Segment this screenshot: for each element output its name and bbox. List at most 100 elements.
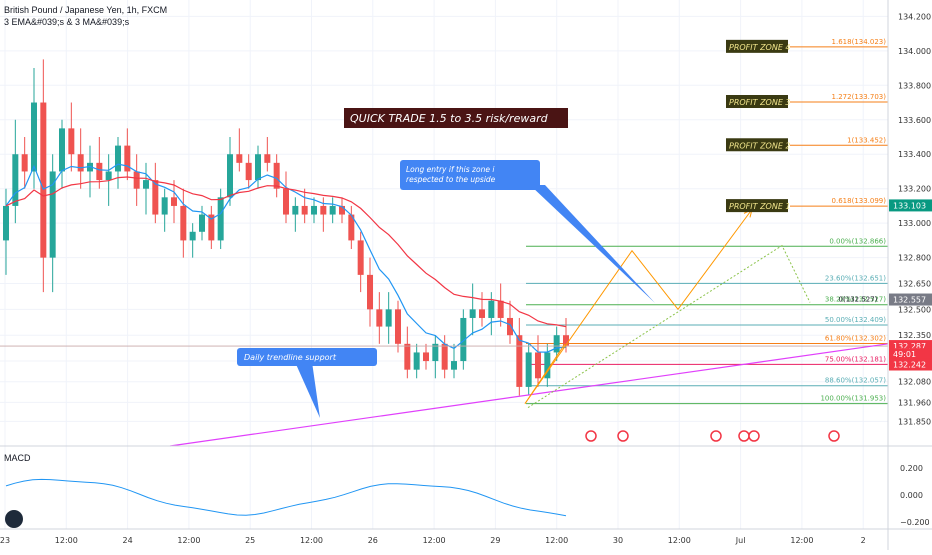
- economic-event-marker: [748, 430, 760, 442]
- candle-body: [497, 300, 504, 318]
- candle-body: [189, 231, 196, 241]
- y-tick-label: 133.400: [898, 150, 931, 159]
- x-tick-label: 12:00: [423, 536, 446, 545]
- callout-entry-box: [400, 160, 540, 190]
- price-tag: [889, 358, 932, 371]
- x-tick-label: 12:00: [55, 536, 78, 545]
- fib-level-label: 88.60%(132.057): [825, 377, 886, 385]
- grid: [0, 0, 888, 529]
- fib-level-label: 38.20%(132.527): [825, 296, 886, 304]
- fib-ext-label: 1(133.452): [847, 136, 886, 144]
- callout-entry-text-1: Long entry if this zone i: [406, 165, 495, 174]
- price-tag-label: 49:01: [893, 350, 916, 359]
- profit-zone-box: [726, 138, 788, 152]
- x-tick-label: 12:00: [300, 536, 323, 545]
- y-tick-label: 131.960: [898, 398, 931, 407]
- x-tick-label: 30: [613, 536, 623, 545]
- candle-body: [77, 154, 84, 172]
- economic-event-marker: [617, 430, 629, 442]
- profit-zone-label: PROFIT ZONE 3: [729, 98, 791, 107]
- ema-slow-line: [5, 176, 567, 328]
- candle-body: [124, 145, 131, 172]
- candle-body: [432, 343, 439, 362]
- x-tick-label: 12:00: [668, 536, 691, 545]
- y-tick-label: 132.800: [898, 254, 931, 263]
- candles: [3, 59, 569, 396]
- candle-body: [21, 154, 28, 172]
- candle-body: [12, 154, 19, 206]
- fib-ext-label: 1.272(133.703): [832, 93, 887, 101]
- y-tick-label: 133.800: [898, 81, 931, 90]
- price-tag: [889, 293, 932, 306]
- candle-body: [227, 154, 233, 198]
- annotations[interactable]: PROFIT ZONE 4 PROFIT ZONE 3 PROFIT ZONE 2 P…: [237, 39, 791, 418]
- candle-body: [525, 352, 532, 387]
- macd-pane: 0.200 0.000 −0.200: [5, 464, 930, 528]
- candle-body: [348, 214, 355, 241]
- profit-zone-box: [726, 95, 788, 109]
- y-tick-label: 133.600: [898, 116, 931, 125]
- candle-body: [152, 180, 159, 215]
- candle-body: [357, 240, 364, 275]
- y-tick-label: 132.500: [898, 305, 931, 314]
- x-tick-label: 26: [368, 536, 378, 545]
- y-tick-label: 132.650: [898, 279, 931, 288]
- economic-event-marker: [828, 430, 840, 442]
- price-tag: [889, 199, 932, 212]
- candle-body: [339, 205, 345, 215]
- economic-event-marker: [738, 430, 750, 442]
- candle-body: [376, 309, 383, 327]
- x-tick-label: 29: [490, 536, 500, 545]
- candle-body: [87, 162, 93, 172]
- candle-body: [469, 309, 476, 318]
- candle-body: [385, 309, 392, 327]
- candle-body: [180, 205, 187, 241]
- candle-body: [441, 343, 448, 370]
- fib-extension[interactable]: 1.618(134.023) 1.272(133.703) 1(133.452) 0.…: [790, 38, 888, 207]
- price-tag-label: 132.242: [893, 361, 926, 370]
- callout-trend-text: Daily trendline support: [244, 353, 337, 362]
- fib-retracement[interactable]: 0.00%(132.866) 23.60%(132.651) 38.20%(132.…: [526, 237, 888, 405]
- candle-body: [301, 205, 308, 215]
- candle-body: [563, 335, 569, 346]
- y-tick-label: 132.350: [898, 331, 931, 340]
- candle-body: [395, 309, 401, 344]
- price-tag-label: 133.103: [893, 201, 926, 210]
- fib-level-label: 61.80%(132.302): [825, 334, 886, 342]
- candle-body: [413, 352, 420, 370]
- candle-body: [40, 102, 47, 258]
- candle-body: [115, 145, 121, 172]
- symbol-title: British Pound / Japanese Yen, 1h, FXCM: [4, 5, 168, 15]
- candle-body: [255, 154, 261, 181]
- economic-event-marker: [585, 430, 597, 442]
- macd-tick-label: 0.200: [900, 464, 923, 473]
- y-tick-label: 132.080: [898, 378, 931, 387]
- candle-body: [236, 154, 243, 163]
- macd-tick-label: −0.200: [900, 518, 930, 527]
- fib-level-label: 0.00%(132.866): [829, 237, 886, 245]
- candle-body: [199, 214, 205, 232]
- candle-body: [273, 162, 280, 189]
- candle-body: [208, 214, 215, 241]
- candle-body: [217, 197, 224, 241]
- candle-body: [311, 205, 317, 215]
- price-tag: [889, 348, 932, 361]
- candle-body: [423, 352, 429, 362]
- profit-zone-label: PROFIT ZONE 2: [729, 141, 791, 150]
- event-markers[interactable]: [585, 430, 840, 442]
- indicators-legend: 3 EMA&#039;s & 3 MA&#039;s: [4, 17, 130, 27]
- x-tick-label: 12:00: [545, 536, 568, 545]
- drawings[interactable]: [0, 208, 889, 447]
- fib-ext-label: 1.618(134.023): [832, 38, 887, 46]
- candle-body: [161, 197, 168, 215]
- candle-body: [245, 162, 252, 181]
- fib-ext-label: 0.618(133.099): [832, 197, 887, 205]
- x-tick-label: 25: [245, 536, 255, 545]
- y-tick-label: 133.200: [898, 185, 931, 194]
- callout-pointer-trend: [295, 362, 320, 418]
- candle-body: [553, 335, 560, 353]
- trendline-support: [169, 343, 889, 447]
